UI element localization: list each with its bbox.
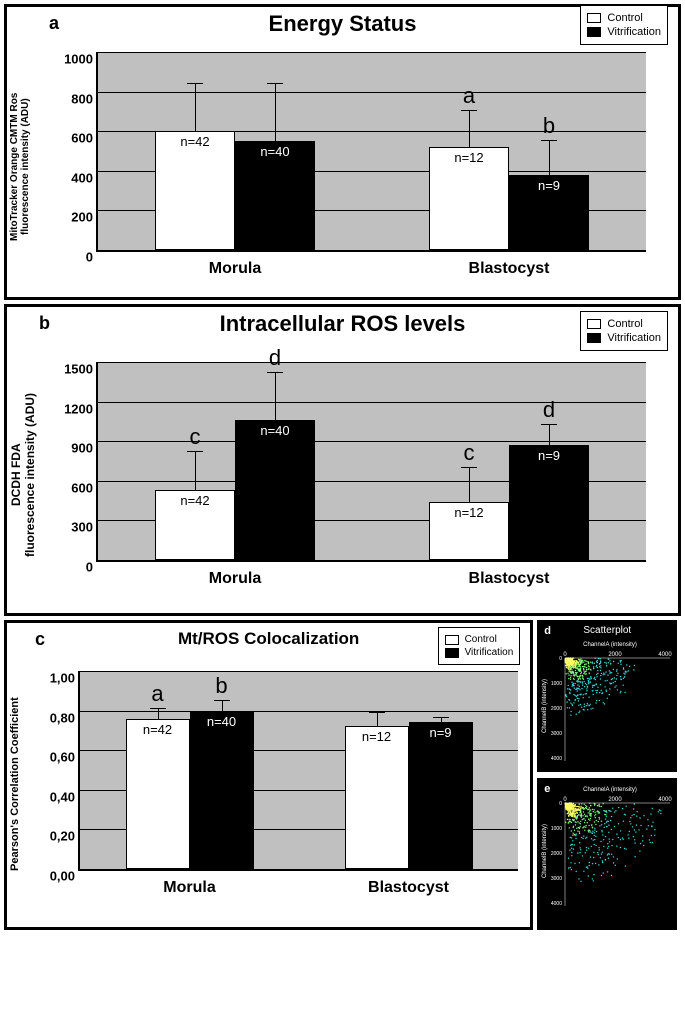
sig-label: a	[429, 83, 509, 109]
sig-label: d	[509, 397, 589, 423]
sig-label: d	[235, 345, 315, 371]
panel-a: a Energy Status Control Vitrification Mi…	[4, 4, 681, 300]
svg-text:4000: 4000	[551, 756, 562, 762]
panel-b-ylabel: DCDH FDAfluorescence intensity (ADU)	[7, 337, 41, 612]
bottom-row: c Mt/ROS Colocalization Control Vitrific…	[4, 620, 681, 936]
panel-c: c Mt/ROS Colocalization Control Vitrific…	[4, 620, 533, 930]
scatter-d: d Scatterplot ChannelA (intensity) 0 2000 4…	[537, 620, 677, 772]
n-label: n=12	[345, 729, 409, 744]
panel-b: b Intracellular ROS levels Control Vitri…	[4, 304, 681, 616]
panel-c-plot: 0,000,200,400,600,801,00n=42an=40bMorula…	[78, 671, 518, 871]
svg-text:1000: 1000	[551, 681, 562, 687]
n-label: n=42	[155, 134, 235, 149]
svg-text:0: 0	[560, 801, 563, 807]
x-category: Morula	[155, 570, 315, 588]
n-label: n=42	[126, 722, 190, 737]
x-category: Blastocyst	[429, 260, 589, 278]
x-category: Blastocyst	[329, 879, 489, 897]
panel-a-letter: a	[49, 13, 59, 34]
svg-text:3000: 3000	[551, 731, 562, 737]
sig-label: c	[155, 424, 235, 450]
svg-text:2000: 2000	[551, 706, 562, 712]
scatter-e-letter: e	[544, 783, 550, 795]
n-label: n=12	[429, 150, 509, 165]
n-label: n=42	[155, 493, 235, 508]
panel-b-chart: 030060090012001500n=42cn=40dMorulan=12cn…	[41, 337, 678, 612]
bar	[345, 726, 409, 869]
svg-text:2000: 2000	[551, 851, 562, 857]
svg-text:ChannelB (intensity): ChannelB (intensity)	[542, 679, 548, 733]
svg-text:4000: 4000	[551, 901, 562, 907]
bar	[409, 722, 473, 869]
svg-text:ChannelA (intensity): ChannelA (intensity)	[583, 787, 637, 793]
sig-label: a	[126, 681, 190, 707]
svg-text:0: 0	[560, 656, 563, 662]
n-label: n=40	[235, 144, 315, 159]
svg-text:0: 0	[564, 652, 568, 658]
svg-text:4000: 4000	[659, 652, 673, 658]
scatter-e: e ChannelA (intensity) 0 2000 4000 ChannelB …	[537, 778, 677, 930]
sig-label: b	[190, 673, 254, 699]
n-label: n=40	[235, 423, 315, 438]
panel-a-title: Energy Status	[7, 11, 678, 37]
svg-text:ChannelB (intensity): ChannelB (intensity)	[542, 824, 548, 878]
svg-text:0: 0	[564, 797, 568, 803]
svg-text:3000: 3000	[551, 876, 562, 882]
svg-text:1000: 1000	[551, 826, 562, 832]
panel-c-chart: 0,000,200,400,600,801,00n=42an=40bMorula…	[33, 649, 530, 919]
bar	[190, 711, 254, 869]
x-category: Blastocyst	[429, 570, 589, 588]
panel-a-ylabel: MitoTracker Orange CMTM Rosfluorescence …	[7, 37, 41, 297]
n-label: n=40	[190, 714, 254, 729]
svg-text:4000: 4000	[659, 797, 673, 803]
n-label: n=12	[429, 505, 509, 520]
svg-text:2000: 2000	[609, 797, 623, 803]
x-category: Morula	[110, 879, 270, 897]
svg-text:ChannelA (intensity): ChannelA (intensity)	[583, 642, 637, 648]
svg-text:2000: 2000	[609, 652, 623, 658]
bar	[235, 420, 315, 560]
n-label: n=9	[409, 725, 473, 740]
scatter-d-letter: d	[544, 625, 551, 637]
x-category: Morula	[155, 260, 315, 278]
sig-label: c	[429, 440, 509, 466]
n-label: n=9	[509, 448, 589, 463]
panel-b-title: Intracellular ROS levels	[7, 311, 678, 337]
sig-label: b	[509, 113, 589, 139]
panel-c-letter: c	[35, 629, 45, 650]
panel-a-chart: 02004006008001000n=42n=40Morulan=12an=9b…	[41, 37, 678, 297]
panel-a-plot: 02004006008001000n=42n=40Morulan=12an=9b…	[96, 52, 646, 252]
n-label: n=9	[509, 178, 589, 193]
bar	[126, 719, 190, 869]
panel-b-letter: b	[39, 313, 50, 334]
legend-control: Control	[607, 12, 642, 24]
panel-b-plot: 030060090012001500n=42cn=40dMorulan=12cn…	[96, 362, 646, 562]
panel-c-ylabel: Pearson's Correlation Coefficient	[7, 649, 33, 919]
scatter-d-title: Scatterplot	[540, 623, 674, 636]
